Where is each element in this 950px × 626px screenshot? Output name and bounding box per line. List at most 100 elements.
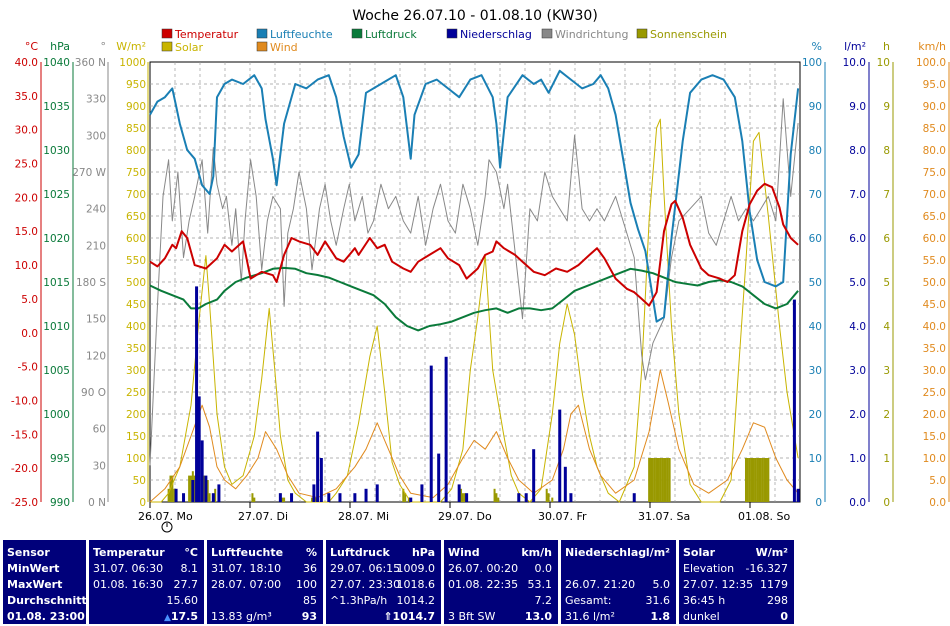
press-min-time: 29.07. 06:15 (330, 562, 401, 575)
sunshine-bar (659, 458, 662, 502)
press-trend: ^1.3hPa/h (330, 594, 388, 607)
hum-max-value: 100 (296, 578, 317, 591)
legend-label: Sonnenschein (650, 28, 727, 41)
sunshine-bar (463, 493, 466, 502)
axis-tick-label: 1000 (43, 409, 70, 421)
axis-tick-label: 20.0 (15, 192, 38, 204)
temp-max-value: 27.7 (173, 578, 199, 591)
axis-tick-label: 0.0 (849, 497, 866, 509)
axis-tick-label: 75.0 (923, 167, 946, 179)
axis-tick-label: 900 (126, 101, 146, 113)
sunshine-bar (214, 488, 217, 502)
col-wind: Wind km/h 26.07. 00:20 0.0 01.08. 22:35 53.… (444, 540, 558, 624)
axis-tick-label: 240 (86, 204, 106, 216)
rain-bar (338, 493, 342, 502)
weather-chart: Woche 26.07.10 - 01.08.10 (KW30) Tempera… (11, 8, 950, 533)
axis-tick-label: 8 (883, 145, 890, 157)
rain-bar (375, 484, 379, 502)
rain-bar (319, 458, 323, 502)
solar-elev-label: Elevation (683, 562, 735, 575)
x-tick-label: 28.07. Mi (338, 510, 389, 523)
axis-tick-label: 20.0 (923, 409, 946, 421)
temp-max-time: 01.08. 16:30 (93, 578, 164, 591)
axis-tick-label: 600 (126, 233, 146, 245)
rain-header: Niederschlag (565, 546, 647, 559)
series-windrichtung (149, 98, 799, 466)
axis-tick-label: 90 (809, 101, 822, 113)
press-max-time: 27.07. 23:30 (330, 578, 401, 591)
rain-bar (437, 453, 441, 502)
sunshine-bar (188, 475, 191, 502)
sunshine-bar (655, 458, 658, 502)
rain-bar (327, 493, 331, 502)
axis-tick-label: 700 (126, 189, 146, 201)
chart-legend: Temperatur Luftfeuchte Luftdruck Niederschl… (161, 28, 727, 54)
wind-avg: 7.2 (534, 594, 553, 607)
rain-bar (278, 493, 282, 502)
axis-tick-label: 60 (809, 233, 822, 245)
sunshine-bar (767, 458, 770, 502)
rain-bar (409, 497, 413, 502)
sunshine-bar (744, 458, 747, 502)
axis-tick-label: 10.0 (923, 453, 946, 465)
axis-tick-label: 300 (86, 130, 106, 142)
plot-area (149, 61, 801, 503)
wind-max-value: 53.1 (527, 578, 553, 591)
axis-tick-label: 650 (126, 211, 146, 223)
hum-unit: % (305, 546, 317, 559)
solar-max-time: 27.07. 12:35 (683, 578, 754, 591)
axis-tick-label: 1010 (43, 321, 70, 333)
wind-bft: 3 Bft SW (448, 610, 496, 623)
sunshine-bar (651, 458, 654, 502)
axis-tick-label: 6.0 (849, 233, 866, 245)
chart-axes: 40.035.030.025.020.015.010.05.00.0-5.0-1… (11, 40, 950, 509)
axis-tick-label: 50 (133, 475, 146, 487)
axis-tick-label: 20 (809, 409, 822, 421)
axis-tick-label: 35.0 (923, 343, 946, 355)
sunshine-bar (314, 497, 317, 502)
rain-bar (182, 493, 186, 502)
axis-tick-label: 550 (126, 255, 146, 267)
axis-tick-label: -25.0 (11, 497, 38, 509)
col-pressure: Luftdruck hPa 29.07. 06:15 1009.0 27.07. 2… (326, 540, 441, 624)
axis-tick-label: 800 (126, 145, 146, 157)
sunshine-bar (460, 488, 463, 502)
legend-label: Windrichtung (555, 28, 628, 41)
series-wind (149, 369, 799, 503)
sunshine-bar (281, 497, 284, 502)
axis-tick-label: 25.0 (15, 159, 38, 171)
axis-tick-label: 70 (809, 189, 822, 201)
axis-unit-label: % (812, 40, 822, 53)
axis-unit-label: ° (101, 40, 107, 53)
axis-tick-label: 100.0 (916, 57, 946, 69)
axis-tick-label: 5 (883, 277, 890, 289)
rain-bar (632, 493, 636, 502)
sunshine-bar (663, 458, 666, 502)
sunshine-bar (765, 458, 768, 502)
sunshine-bar (171, 475, 174, 502)
legend-swatch (446, 28, 458, 39)
series-luftfeuchte (149, 69, 800, 323)
sunshine-bar (668, 458, 671, 502)
sunshine-bar (664, 458, 667, 502)
sunshine-bar (661, 458, 664, 502)
axis-tick-label: 95.0 (923, 79, 946, 91)
axis-tick-label: 4.0 (849, 321, 866, 333)
pressure-trend-icon: ⇑ (383, 610, 393, 623)
axis-tick-label: 50.0 (923, 277, 946, 289)
rain-bar (316, 431, 320, 502)
axis-unit-label: °C (25, 40, 39, 53)
axis-tick-label: 25.0 (923, 387, 946, 399)
row-max-label: MaxWert (7, 578, 63, 591)
wind-min-value: 0.0 (534, 562, 553, 575)
axis-tick-label: 995 (50, 453, 70, 465)
axis-tick-label: 50 (809, 277, 822, 289)
rain-unit: l/m² (645, 546, 670, 559)
sunshine-bar (173, 488, 176, 502)
axis-tick-label: 7.0 (849, 189, 866, 201)
axis-tick-label: 1035 (43, 101, 70, 113)
axis-tick-label: 7 (883, 189, 890, 201)
axis-tick-label: 90 O (81, 387, 106, 399)
sunshine-bar (650, 458, 653, 502)
rain-total: 31.6 (645, 594, 671, 607)
